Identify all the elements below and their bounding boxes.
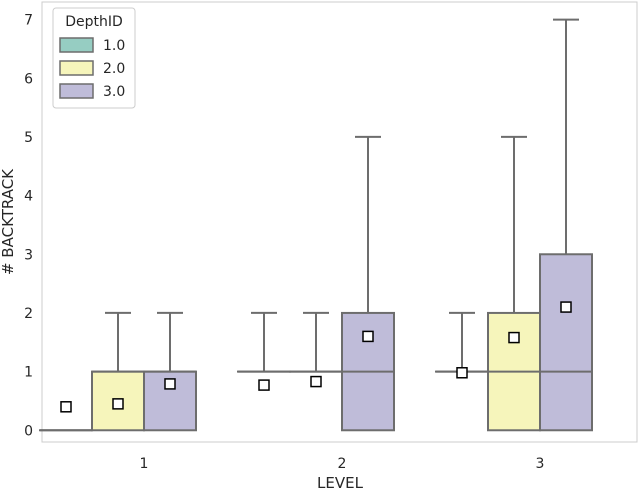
y-tick-label: 5 [24,130,33,146]
x-axis: 1 2 3 [140,456,545,472]
box-group [435,311,489,379]
x-tick-label: 1 [140,456,149,472]
mean-marker [60,401,72,413]
boxes-layer [39,18,593,432]
legend-item: 2.0 [59,60,125,77]
y-tick-label: 1 [24,365,33,381]
x-tick-label: 2 [338,456,347,472]
box-group [237,311,291,391]
box [539,253,593,432]
y-axis-label: # BACKTRACK [0,168,17,275]
x-axis-label: LEVEL [317,474,364,489]
y-tick-label: 2 [24,306,33,322]
y-axis: 0 1 2 3 4 5 6 7 [24,13,33,440]
y-tick-label: 3 [24,247,33,263]
legend: DepthID 1.0 2.0 3.0 [52,7,136,109]
legend-label: 2.0 [103,61,125,77]
box-group [341,135,395,432]
box-group [143,311,197,432]
legend-title: DepthID [65,14,123,30]
legend-swatch [59,83,94,99]
legend-swatch [59,37,94,53]
mean-marker [258,379,270,391]
y-tick-label: 4 [24,189,33,205]
box-group [91,311,145,432]
legend-swatch [59,60,94,76]
box-group [539,18,593,432]
mean-marker [456,367,468,379]
legend-item: 1.0 [59,37,125,54]
y-tick-label: 7 [24,13,33,29]
box-group [487,135,541,432]
mean-marker [508,331,520,344]
y-tick-label: 0 [24,423,33,439]
mean-marker [560,301,572,313]
x-tick-label: 3 [536,456,545,472]
legend-frame [52,7,136,109]
mean-marker [310,375,322,388]
mean-marker [362,330,374,343]
legend-label: 1.0 [103,38,125,54]
mean-marker [164,378,176,390]
legend-label: 3.0 [103,84,125,100]
legend-item: 3.0 [59,83,125,100]
y-tick-label: 6 [24,71,33,87]
mean-marker [112,398,124,410]
